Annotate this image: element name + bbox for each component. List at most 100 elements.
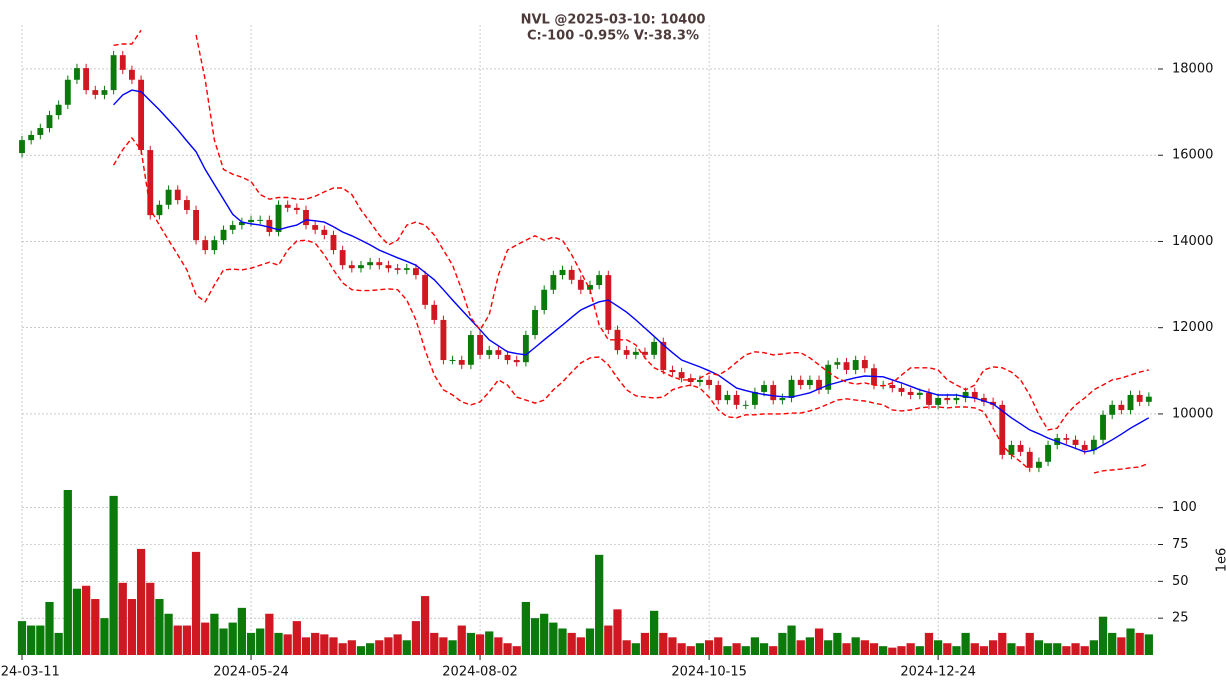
candle-body <box>733 394 740 405</box>
volume-bar <box>439 637 448 655</box>
candle-body <box>312 225 319 230</box>
volume-bar <box>54 632 63 655</box>
candle-body <box>550 275 557 290</box>
volume-bar <box>796 640 805 655</box>
candle-body <box>257 219 264 221</box>
candle-body <box>532 310 538 336</box>
x-tick-label: 2024-12-24 <box>900 665 976 680</box>
candle-body <box>1026 451 1033 468</box>
candle-body <box>660 341 667 370</box>
candle-body <box>843 362 850 370</box>
candle-body <box>403 268 410 270</box>
volume-bar <box>475 634 485 655</box>
volume-bar <box>759 643 769 655</box>
candle-body <box>147 150 154 216</box>
candle-body <box>861 360 868 369</box>
candle-body <box>367 262 374 266</box>
band-line <box>113 89 1150 453</box>
candle-body <box>477 335 483 355</box>
candle-body <box>697 379 703 383</box>
volume-bar <box>704 640 714 655</box>
candle-body <box>541 289 548 311</box>
candle-body <box>284 204 291 208</box>
candle-body <box>642 351 648 355</box>
candle-body <box>321 229 328 235</box>
candle-body <box>275 204 282 232</box>
volume-bar <box>17 621 27 655</box>
volume-bar <box>906 643 915 655</box>
candle-body <box>74 68 80 80</box>
x-tick-label: 2024-05-24 <box>213 665 289 680</box>
volume-bar <box>210 613 219 655</box>
volume-bar <box>1043 643 1053 655</box>
candle-body <box>129 69 135 80</box>
volume-bar <box>485 631 494 655</box>
candle-body <box>1118 404 1125 411</box>
volume-bar <box>182 625 192 655</box>
volume-bar <box>109 495 118 655</box>
volume-bar <box>512 646 521 655</box>
volume-bar <box>82 585 91 655</box>
candle-body <box>422 275 429 305</box>
candle-body <box>19 140 25 154</box>
candle-body <box>303 209 309 226</box>
candle-body <box>220 229 227 241</box>
candle-body <box>46 115 53 129</box>
volume-bar <box>833 632 842 655</box>
volume-bar <box>118 582 127 655</box>
candle-body <box>770 385 777 401</box>
volume-bar <box>72 588 82 655</box>
volume-bar <box>585 628 595 655</box>
candle-body <box>825 364 832 390</box>
volume-bar <box>961 632 970 655</box>
candle-body <box>889 385 896 389</box>
candle-body <box>174 189 181 201</box>
y-tick-label: 14000 <box>1172 234 1213 249</box>
candle-body <box>229 225 236 230</box>
candle-body <box>568 269 575 280</box>
volume-bar <box>338 643 347 655</box>
volume-bar <box>347 640 356 655</box>
candle-body <box>742 404 749 406</box>
candle-body <box>1100 414 1106 440</box>
candle-body <box>495 350 502 355</box>
volume-bar <box>842 643 851 655</box>
candle-body <box>202 240 209 251</box>
volume-bar <box>814 628 824 655</box>
candle-body <box>834 362 841 365</box>
volume-bar <box>723 646 732 655</box>
candle-body <box>1145 396 1152 402</box>
candle-body <box>1127 394 1134 411</box>
volume-bar <box>411 621 421 655</box>
volume-bar <box>695 643 705 655</box>
volume-bar <box>503 643 512 655</box>
volume-bar <box>1053 643 1062 655</box>
candle-body <box>394 268 401 270</box>
candle-body <box>962 391 969 398</box>
volume-bar <box>659 632 668 655</box>
volume-bar <box>191 551 201 655</box>
chart-title: NVL @2025-03-10: 10400 <box>521 13 706 28</box>
volume-bar <box>155 599 164 655</box>
volume-bar <box>466 632 476 655</box>
volume-bar <box>246 632 256 655</box>
volume-bar <box>640 632 650 655</box>
y-tick-label: 12000 <box>1172 320 1213 335</box>
candle-body <box>1081 444 1088 451</box>
x-tick-label: 2024-03-11 <box>0 665 60 680</box>
volume-bar <box>787 625 796 655</box>
volume-bar <box>292 621 301 655</box>
band-line <box>195 34 1149 431</box>
candle-body <box>193 209 199 241</box>
volume-bar <box>558 628 567 655</box>
volume-bar <box>320 634 329 655</box>
volume-bar <box>897 646 906 655</box>
volume-bar <box>63 490 72 655</box>
candle-body <box>1072 439 1079 445</box>
candle-body <box>83 68 90 91</box>
volume-bar <box>988 640 998 655</box>
candle-body <box>971 391 978 398</box>
candle-body <box>413 268 419 276</box>
candle-body <box>101 90 108 95</box>
